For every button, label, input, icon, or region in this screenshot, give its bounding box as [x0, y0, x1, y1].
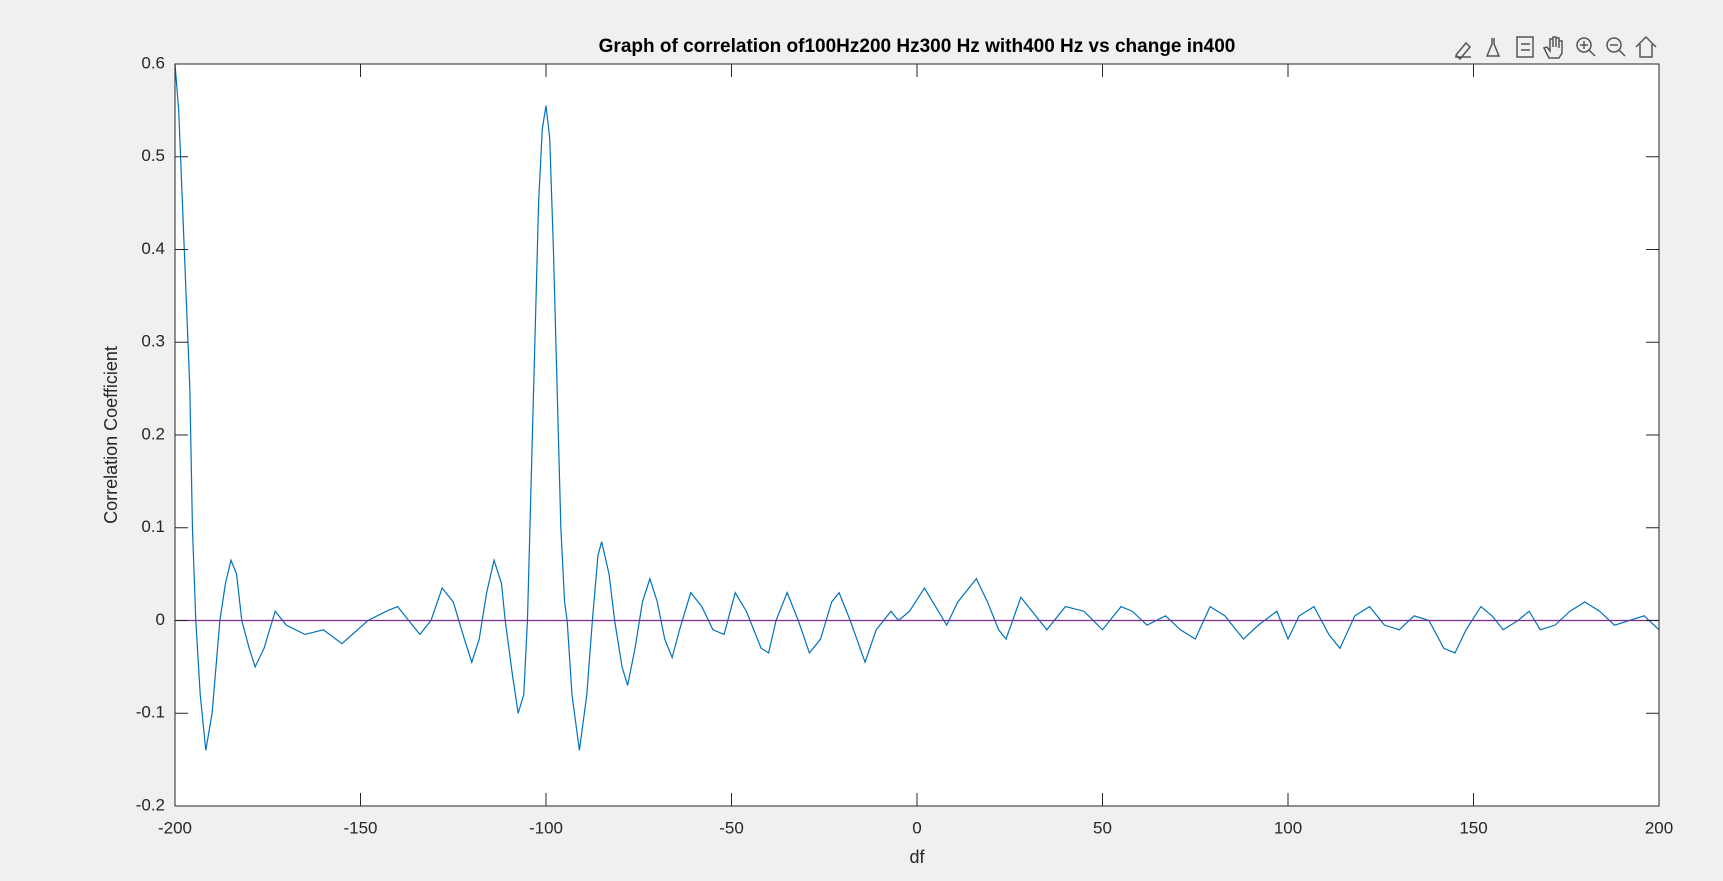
brush-tool[interactable]: [1454, 41, 1472, 61]
y-tick-label: 0.3: [141, 332, 165, 351]
y-tick-label: -0.1: [136, 703, 165, 722]
y-tick-label: 0: [156, 610, 165, 629]
x-tick-label: 100: [1274, 818, 1302, 837]
zoom-out[interactable]: [1606, 37, 1626, 57]
x-tick-label: 0: [912, 818, 921, 837]
legend-tool[interactable]: [1516, 36, 1534, 58]
x-tick-label: 200: [1645, 818, 1673, 837]
y-tick-label: -0.2: [136, 795, 165, 814]
data-line: [174, 63, 1660, 751]
x-tick-label: -50: [719, 818, 744, 837]
x-axis-label: df: [909, 847, 925, 867]
x-tick-label: -100: [529, 818, 563, 837]
chart-title: Graph of correlation of100Hz200 Hz300 Hz…: [599, 36, 1236, 57]
plot-area: [175, 64, 1659, 806]
toolbar: [1454, 35, 1657, 61]
y-tick-label: 0.1: [141, 517, 165, 536]
pan-tool[interactable]: [1542, 36, 1563, 59]
y-tick-label: 0.5: [141, 146, 165, 165]
y-tick-label: 0.2: [141, 424, 165, 443]
y-tick-label: 0.4: [141, 239, 165, 258]
x-tick-label: -150: [343, 818, 377, 837]
x-tick-label: 50: [1093, 818, 1112, 837]
y-axis-label: Correlation Coefficient: [101, 346, 121, 524]
data-cursor[interactable]: [1485, 38, 1501, 57]
x-tick-label: 150: [1459, 818, 1487, 837]
zoom-in[interactable]: [1576, 37, 1596, 57]
home[interactable]: [1635, 35, 1657, 58]
x-tick-label: -200: [158, 818, 192, 837]
y-tick-label: 0.6: [141, 53, 165, 72]
